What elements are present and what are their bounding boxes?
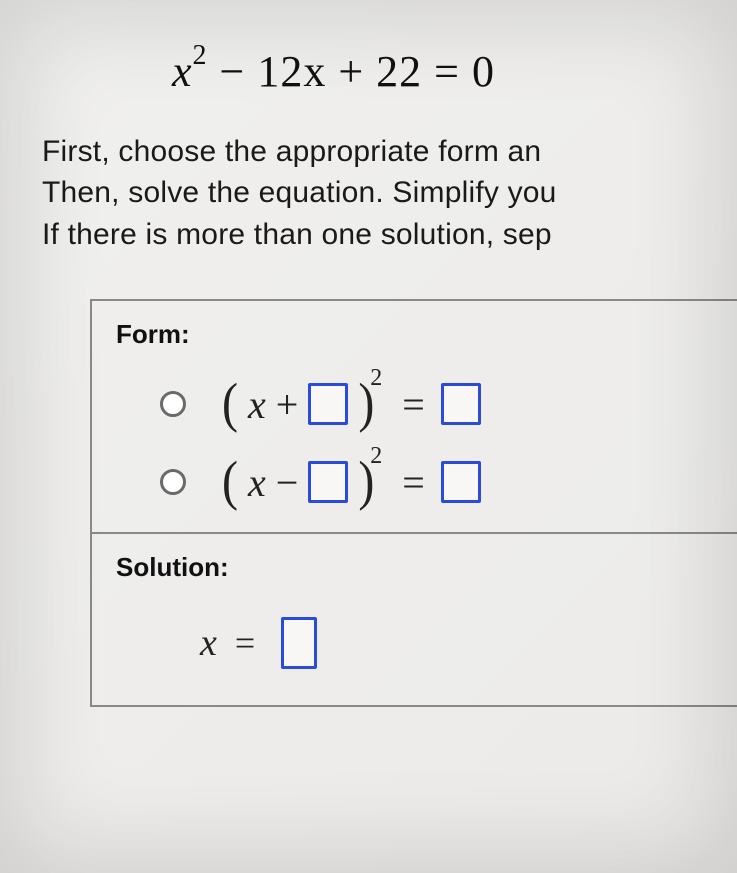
exponent-2: 2 [370, 443, 382, 470]
equation-variable: x [172, 47, 193, 96]
close-squared-2: ) 2 [358, 458, 386, 506]
variable-x-1: x [248, 381, 266, 428]
solution-variable: x [200, 621, 217, 665]
solution-row: x = [116, 617, 724, 669]
instruction-line-2: Then, solve the equation. Simplify you [42, 172, 737, 213]
close-squared-1: ) 2 [358, 380, 386, 428]
operator-minus: − [276, 459, 299, 506]
instructions-text: First, choose the appropriate form an Th… [42, 131, 737, 255]
problem-equation: x2 − 12x + 22 = 0 [42, 30, 737, 97]
input-minus-rhs[interactable] [441, 461, 481, 503]
variable-x-2: x [248, 459, 266, 506]
operator-plus: + [276, 381, 299, 428]
equals-2: = [396, 459, 431, 506]
solution-label: Solution: [116, 552, 724, 583]
solution-section: Solution: x = [92, 532, 737, 705]
open-paren-1: ( [222, 377, 238, 432]
solution-input[interactable] [281, 617, 317, 669]
expr-minus: ( x − ) 2 = [222, 458, 481, 506]
input-plus-rhs[interactable] [441, 383, 481, 425]
form-option-minus[interactable]: ( x − ) 2 = [116, 458, 724, 506]
open-paren-2: ( [222, 455, 238, 510]
expr-plus: ( x + ) 2 = [222, 380, 481, 428]
instruction-line-1: First, choose the appropriate form an [42, 131, 737, 172]
form-option-plus[interactable]: ( x + ) 2 = [116, 380, 724, 428]
equals-1: = [396, 381, 431, 428]
exponent-1: 2 [370, 365, 382, 392]
equation-middle: − 12x + 22 [220, 47, 435, 96]
form-label: Form: [116, 319, 724, 350]
worksheet-page: x2 − 12x + 22 = 0 First, choose the appr… [0, 0, 737, 707]
input-minus-inside[interactable] [308, 461, 348, 503]
form-section: Form: ( x + ) 2 = [92, 301, 737, 532]
radio-plus[interactable] [160, 391, 186, 417]
radio-minus[interactable] [160, 469, 186, 495]
input-plus-inside[interactable] [308, 383, 348, 425]
equation-exponent: 2 [193, 40, 208, 71]
instruction-line-3: If there is more than one solution, sep [42, 214, 737, 255]
equation-equals: = 0 [434, 47, 495, 96]
answer-form-box: Form: ( x + ) 2 = [90, 299, 737, 707]
solution-equals: = [235, 622, 255, 664]
